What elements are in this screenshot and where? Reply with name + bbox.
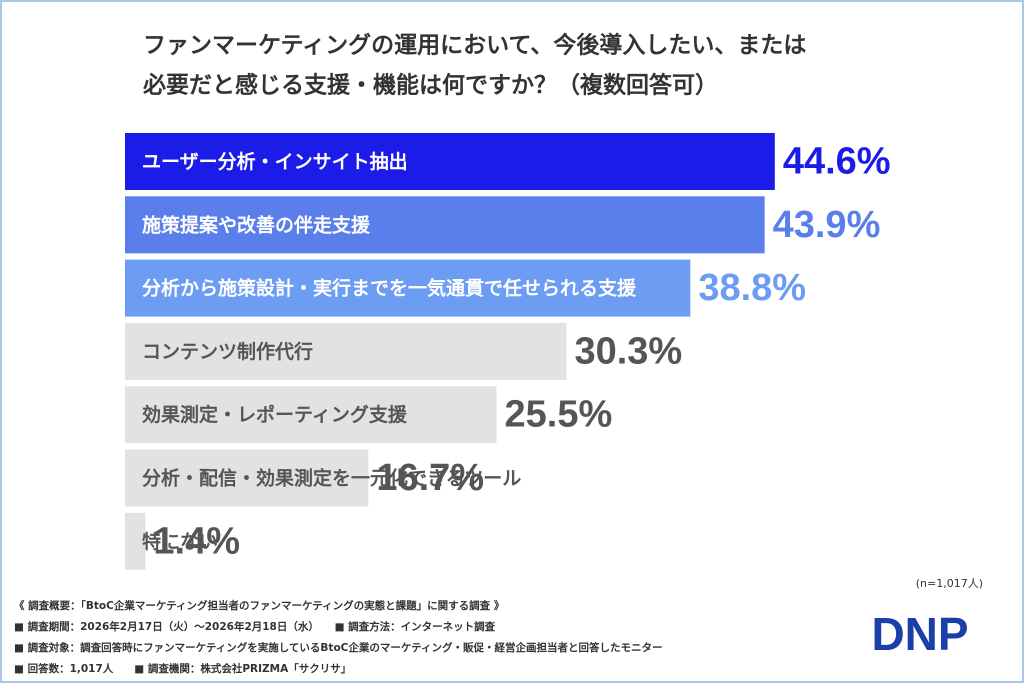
footnote: 《 調査概要：「BtoC企業マーケティング担当者のファンマーケティングの実態と課… xyxy=(14,599,504,612)
footnote: ■ 調査対象：調査回答時にファンマーケティングを実施しているBtoC企業のマーケ… xyxy=(14,641,663,654)
footnote: ■ 調査期間：2026年2月17日（火）〜2026年2月18日（水） ■ 調査方… xyxy=(14,620,496,633)
sample-note: (n=1,017人) xyxy=(916,577,983,590)
bar xyxy=(125,133,775,190)
category-label: コンテンツ制作代行 xyxy=(142,340,313,363)
category-label: 効果測定・レポーティング支援 xyxy=(142,403,408,426)
bar xyxy=(125,322,567,380)
value-label: 30.3% xyxy=(574,330,682,372)
footnote: ■ 回答数：1,017人 ■ 調査機関：株式会社PRIZMA「サクリサ」 xyxy=(14,662,351,675)
category-label: 分析・配信・効果測定を一元化できるツール xyxy=(142,467,521,490)
title-line: 必要だと感じる支援・機能は何ですか？（複数回答可） xyxy=(143,72,718,99)
logo: DNP xyxy=(871,608,968,660)
bar xyxy=(125,196,765,254)
value-label: 43.9% xyxy=(773,204,881,246)
bar xyxy=(125,386,497,444)
category-label: 分析から施策設計・実行までを一気通貫で任せられる支援 xyxy=(142,277,637,300)
category-label: 施策提案や改善の伴走支援 xyxy=(142,213,371,236)
value-label: 25.5% xyxy=(505,394,613,436)
value-label: 44.6% xyxy=(783,141,891,183)
category-label: ユーザー分析・インサイト抽出 xyxy=(142,150,408,173)
value-label: 1.4% xyxy=(153,520,240,562)
value-label: 38.8% xyxy=(698,267,806,309)
bar xyxy=(125,512,146,570)
bar xyxy=(125,449,369,507)
bar xyxy=(125,259,691,317)
title-line: ファンマーケティングの運用において、今後導入したい、または xyxy=(143,32,806,59)
value-label: 16.7% xyxy=(376,457,484,499)
category-label: 特にない xyxy=(142,531,218,553)
